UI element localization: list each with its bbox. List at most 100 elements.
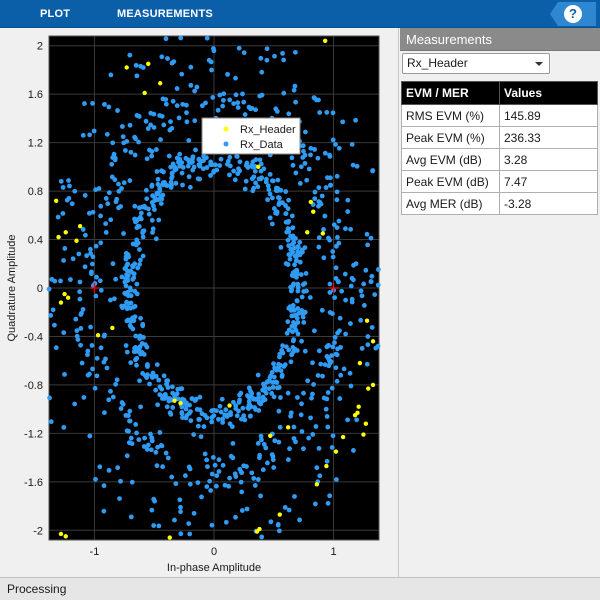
data-point-rx-data: [82, 101, 87, 106]
data-point-rx-header: [370, 382, 376, 388]
data-point-rx-data: [256, 391, 262, 397]
data-point-rx-data: [298, 272, 304, 277]
data-point-rx-data: [147, 381, 152, 387]
data-point-rx-data: [161, 373, 167, 379]
data-point-rx-data: [276, 385, 282, 390]
data-point-rx-data: [253, 407, 258, 412]
data-point-rx-data: [89, 343, 95, 348]
data-point-rx-data: [216, 469, 222, 474]
data-point-rx-data: [187, 481, 193, 487]
data-point-rx-data: [345, 209, 351, 214]
data-point-rx-data: [270, 457, 276, 463]
data-point-rx-data: [134, 218, 140, 223]
data-point-rx-data: [299, 249, 305, 255]
data-point-rx-data: [268, 373, 274, 379]
data-point-rx-data: [249, 176, 255, 182]
data-point-rx-data: [113, 381, 119, 387]
data-point-rx-data: [267, 171, 273, 177]
data-point-rx-data: [289, 155, 295, 161]
data-point-rx-data: [129, 269, 135, 275]
data-point-rx-header: [277, 512, 282, 517]
data-point-rx-data: [133, 357, 138, 363]
data-point-rx-data: [276, 528, 282, 534]
data-point-rx-data: [150, 226, 156, 232]
data-point-rx-data: [68, 277, 73, 282]
data-point-rx-header: [320, 231, 326, 236]
data-point-rx-data: [263, 179, 269, 185]
data-point-rx-data: [294, 274, 299, 280]
data-point-rx-header: [256, 164, 261, 170]
data-point-rx-data: [156, 523, 162, 529]
data-point-rx-data: [334, 173, 340, 179]
data-point-rx-data: [336, 240, 342, 246]
signal-select[interactable]: Rx_Header: [402, 53, 550, 74]
data-point-rx-header: [324, 463, 329, 469]
data-point-rx-data: [294, 298, 300, 303]
data-point-rx-data: [316, 445, 322, 451]
data-point-rx-data: [343, 331, 348, 337]
data-point-rx-data: [252, 168, 258, 174]
data-point-rx-data: [53, 345, 59, 351]
data-point-rx-data: [106, 190, 112, 196]
data-point-rx-data: [127, 122, 133, 128]
data-point-rx-data: [178, 531, 184, 537]
data-point-rx-data: [154, 147, 159, 152]
data-point-rx-data: [330, 254, 336, 260]
constellation-plot[interactable]: -1 0 1 2 1.6 1.2 0.8 0.4 0 -0.4 -0.8 -1.2 -1.6 -2 In-p…: [0, 28, 399, 577]
data-point-rx-data: [195, 423, 201, 429]
data-point-rx-data: [169, 171, 175, 177]
data-point-rx-data: [180, 415, 185, 420]
data-point-rx-data: [316, 244, 322, 250]
data-point-rx-data: [165, 56, 170, 61]
data-point-rx-data: [227, 172, 232, 178]
legend-label: Rx_Data: [240, 139, 284, 151]
data-point-rx-data: [82, 193, 88, 198]
data-point-rx-data: [178, 504, 183, 510]
data-point-rx-data: [105, 201, 111, 207]
data-point-rx-data: [155, 176, 161, 182]
data-point-rx-data: [368, 279, 374, 284]
data-point-rx-data: [217, 163, 223, 168]
data-point-rx-data: [309, 395, 314, 401]
data-point-rx-data: [128, 300, 134, 306]
data-point-rx-data: [153, 449, 159, 455]
data-point-rx-data: [144, 196, 150, 202]
data-point-rx-data: [312, 147, 317, 152]
data-point-rx-data: [258, 55, 264, 61]
data-point-rx-data: [292, 262, 297, 268]
data-point-rx-data: [116, 188, 122, 194]
data-point-rx-data: [308, 145, 314, 151]
data-point-rx-data: [297, 239, 303, 245]
data-point-rx-data: [80, 227, 86, 232]
data-point-rx-data: [333, 265, 339, 271]
data-point-rx-data: [235, 100, 241, 106]
data-point-rx-data: [125, 273, 131, 279]
data-point-rx-data: [168, 411, 174, 417]
data-point-rx-data: [186, 138, 192, 143]
data-point-rx-data: [264, 460, 270, 466]
data-point-rx-data: [235, 105, 241, 110]
data-point-rx-data: [278, 395, 283, 400]
data-point-rx-data: [123, 256, 129, 262]
data-point-rx-data: [277, 354, 282, 360]
data-point-rx-data: [372, 292, 378, 298]
data-point-rx-data: [118, 406, 124, 411]
data-point-rx-data: [258, 168, 264, 174]
data-point-rx-data: [298, 164, 304, 170]
data-point-rx-data: [152, 207, 157, 212]
data-point-rx-data: [238, 390, 244, 396]
data-point-rx-data: [191, 164, 197, 170]
help-button[interactable]: ?: [550, 2, 596, 26]
data-point-rx-data: [291, 436, 297, 441]
data-point-rx-data: [148, 447, 154, 453]
data-point-rx-data: [77, 296, 83, 302]
data-point-rx-data: [130, 276, 136, 282]
data-point-rx-data: [73, 316, 79, 322]
data-point-rx-data: [47, 395, 52, 401]
data-point-rx-data: [163, 450, 169, 456]
data-point-rx-data: [295, 395, 300, 400]
tab-plot[interactable]: PLOT: [40, 8, 71, 20]
data-point-rx-header: [172, 398, 177, 403]
data-point-rx-data: [249, 162, 255, 168]
tab-measurements[interactable]: MEASUREMENTS: [117, 8, 213, 20]
